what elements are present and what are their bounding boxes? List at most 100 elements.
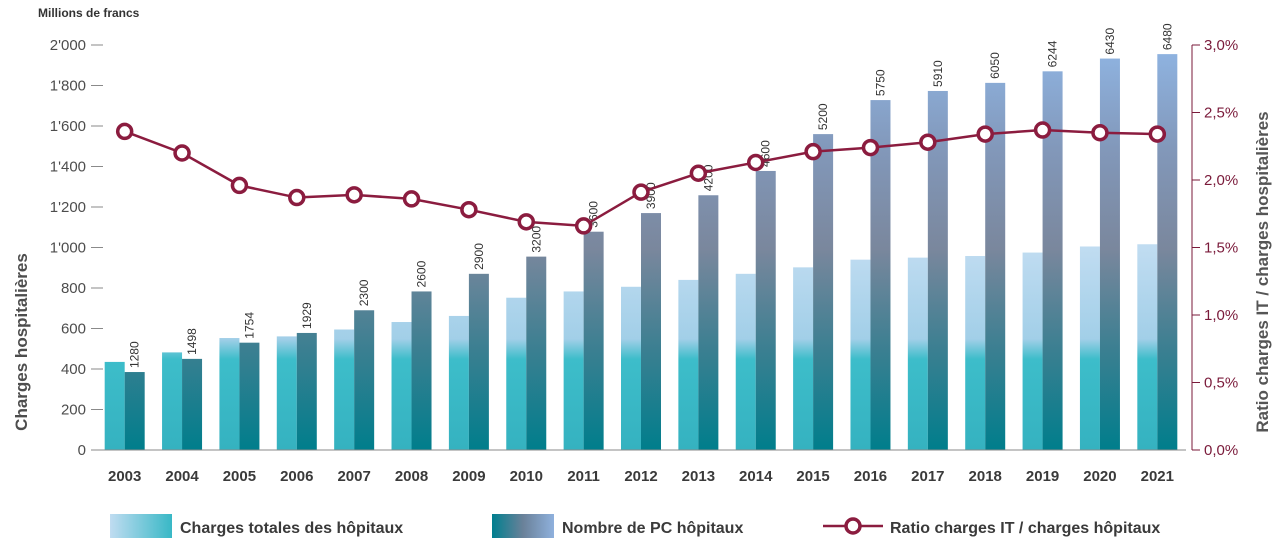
x-axis: 2003 2004 2005 2006 2007 2008 2009 2010 2011 2012… bbox=[96, 449, 1186, 485]
ratio-point-2003 bbox=[115, 122, 134, 141]
right-axis-tick-label-1: 0,5% bbox=[1204, 375, 1238, 392]
bar-charges-2018 bbox=[965, 256, 986, 450]
bar-pc-2004 bbox=[182, 358, 203, 450]
x-axis-tick-label-2014: 2014 bbox=[739, 468, 773, 485]
bar-pc-label-2017: 5910 bbox=[931, 60, 945, 87]
unit-label: Millions de francs bbox=[38, 6, 140, 20]
bar-pc-2015 bbox=[813, 134, 834, 450]
bar-pc-label-2018: 6050 bbox=[988, 52, 1002, 79]
bar-pc-2011 bbox=[583, 231, 604, 450]
right-axis-tick-label-5: 2,5% bbox=[1204, 105, 1238, 122]
left-axis-title: Charges hospitalières bbox=[12, 253, 31, 431]
x-axis-tick-label-2013: 2013 bbox=[682, 468, 715, 485]
bar-charges-2013 bbox=[678, 279, 699, 450]
right-axis-tick-label-6: 3,0% bbox=[1204, 37, 1238, 54]
ratio-point-2006 bbox=[288, 188, 306, 207]
bar-pc-label-2008: 2600 bbox=[415, 260, 429, 287]
bar-pc-label-2015: 5200 bbox=[816, 103, 830, 130]
bar-pc-label-2003: 1280 bbox=[128, 341, 142, 368]
ratio-point-2013 bbox=[689, 164, 708, 182]
bar-pc-label-2019: 6244 bbox=[1046, 40, 1060, 67]
bar-charges-2006 bbox=[276, 336, 297, 450]
ratio-point-2018 bbox=[976, 125, 994, 143]
x-axis-tick-label-2007: 2007 bbox=[337, 468, 370, 485]
bar-charges-2005 bbox=[219, 338, 240, 450]
right-axis: 0,0% 0,5% 1,0% 1,5% 2,0% 2,5% 3,0% bbox=[1191, 37, 1238, 459]
bar-charges-2009 bbox=[448, 315, 469, 450]
right-axis-tick-label-3: 1,5% bbox=[1204, 240, 1238, 257]
bar-pc-label-2005: 1754 bbox=[242, 312, 256, 339]
bar-charges-2007 bbox=[334, 329, 355, 450]
bar-pc-2018 bbox=[985, 82, 1006, 451]
bar-charges-2020 bbox=[1079, 246, 1100, 450]
bar-pc-2006 bbox=[296, 332, 317, 450]
bar-charges-2004 bbox=[162, 352, 183, 450]
left-axis-tick-label-0: 0 bbox=[78, 442, 86, 459]
left-axis-tick-label-2: 400 bbox=[61, 361, 86, 378]
bar-charges-2019 bbox=[1022, 252, 1043, 450]
left-axis-tick-label-8: 1'600 bbox=[50, 118, 86, 135]
ratio-point-2007 bbox=[345, 186, 363, 204]
legend-swatch-ratio-marker bbox=[844, 517, 862, 535]
x-axis-tick-label-2005: 2005 bbox=[223, 468, 256, 485]
legend-label-charges: Charges totales des hôpitaux bbox=[180, 520, 403, 537]
ratio-point-2004 bbox=[173, 144, 191, 162]
right-axis-tick-label-4: 2,0% bbox=[1204, 172, 1238, 189]
x-axis-tick-label-2015: 2015 bbox=[796, 468, 829, 485]
ratio-point-2009 bbox=[460, 200, 478, 219]
x-axis-tick-label-2017: 2017 bbox=[911, 468, 944, 485]
bar-pc-label-2016: 5750 bbox=[873, 69, 887, 96]
ratio-point-2014 bbox=[746, 153, 765, 172]
ratio-line-layer bbox=[115, 121, 1167, 235]
ratio-point-2005 bbox=[230, 176, 249, 195]
bar-charges-2016 bbox=[850, 259, 871, 450]
bar-pc-label-2009: 2900 bbox=[472, 243, 486, 270]
bar-pc-2017 bbox=[927, 90, 948, 450]
x-axis-tick-label-2016: 2016 bbox=[854, 468, 887, 485]
left-axis-tick-label-5: 1'000 bbox=[50, 240, 86, 257]
bar-charges-2014 bbox=[735, 273, 756, 450]
left-axis-tick-label-3: 600 bbox=[61, 321, 86, 338]
right-axis-tick-label-0: 0,0% bbox=[1204, 442, 1238, 459]
legend: Charges totales des hôpitaux Nombre de P… bbox=[110, 514, 1160, 538]
bar-pc-2010 bbox=[526, 256, 547, 450]
bar-charges-2012 bbox=[621, 286, 641, 450]
ratio-point-2016 bbox=[861, 138, 880, 157]
bar-pc-2016 bbox=[870, 100, 891, 450]
bar-pc-2014 bbox=[755, 170, 776, 450]
ratio-point-2010 bbox=[517, 213, 536, 231]
legend-swatch-pc bbox=[492, 514, 554, 538]
ratio-point-2017 bbox=[919, 133, 937, 151]
bar-pc-2013 bbox=[698, 195, 719, 450]
legend-label-ratio: Ratio charges IT / charges hôpitaux bbox=[890, 520, 1160, 537]
bar-charges-2011 bbox=[563, 291, 584, 450]
legend-label-pc: Nombre de PC hôpitaux bbox=[562, 520, 743, 537]
bar-charges-2008 bbox=[391, 322, 412, 450]
bar-charges-2003 bbox=[104, 361, 125, 450]
left-axis-tick-label-6: 1'200 bbox=[50, 199, 86, 216]
ratio-point-2015 bbox=[804, 142, 822, 161]
left-axis-tick-label-9: 1'800 bbox=[50, 78, 86, 95]
x-axis-tick-label-2006: 2006 bbox=[280, 468, 313, 485]
bar-charges-2010 bbox=[506, 297, 527, 450]
ratio-point-2019 bbox=[1033, 121, 1052, 139]
bar-pc-2021 bbox=[1157, 54, 1178, 451]
bar-charges-2017 bbox=[907, 257, 928, 450]
bar-pc-label-2020: 6430 bbox=[1103, 28, 1117, 55]
right-axis-tick-label-2: 1,0% bbox=[1204, 307, 1238, 324]
bar-pc-label-2007: 2300 bbox=[357, 279, 371, 306]
left-axis-tick-label-4: 800 bbox=[61, 280, 86, 297]
bar-pc-2009 bbox=[468, 273, 489, 450]
ratio-point-2021 bbox=[1148, 125, 1167, 143]
bar-pc-2008 bbox=[411, 291, 432, 450]
ratio-point-2008 bbox=[402, 190, 421, 208]
bar-pc-2007 bbox=[354, 310, 375, 450]
bar-pc-2020 bbox=[1099, 58, 1120, 450]
bar-pc-label-2004: 1498 bbox=[185, 328, 199, 355]
x-axis-tick-label-2004: 2004 bbox=[165, 468, 199, 485]
bar-pc-label-2010: 3200 bbox=[529, 226, 543, 253]
bar-pc-label-2021: 6480 bbox=[1160, 23, 1174, 50]
bar-charges-2021 bbox=[1137, 244, 1158, 450]
